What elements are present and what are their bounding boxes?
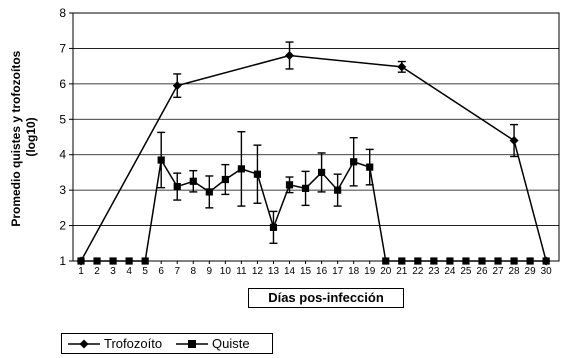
legend-label-trofozoito: Trofozoíto bbox=[104, 336, 163, 351]
point-square-2 bbox=[93, 257, 101, 265]
point-square-26 bbox=[478, 257, 486, 265]
y-tick-label-4: 4 bbox=[59, 148, 66, 162]
legend-entry-quiste: Quiste bbox=[176, 336, 250, 351]
y-axis: 1 2 3 4 5 6 7 8 bbox=[59, 6, 73, 268]
x-tick-label-13: 13 bbox=[268, 266, 280, 277]
x-tick-label-26: 26 bbox=[476, 266, 488, 277]
x-tick-label-21: 21 bbox=[396, 266, 408, 277]
x-tick-label-14: 14 bbox=[284, 266, 296, 277]
x-tick-label-3: 3 bbox=[110, 266, 116, 277]
point-square-4 bbox=[125, 257, 133, 265]
x-tick-label-18: 18 bbox=[348, 266, 360, 277]
point-square-7 bbox=[173, 183, 181, 191]
x-tick-label-28: 28 bbox=[509, 266, 521, 277]
x-axis-label: Días pos-infección bbox=[248, 288, 404, 308]
x-tick-label-11: 11 bbox=[236, 266, 247, 277]
x-tick-label-1: 1 bbox=[78, 266, 84, 277]
point-square-11 bbox=[237, 165, 245, 173]
point-square-10 bbox=[221, 175, 229, 184]
point-square-27 bbox=[494, 257, 502, 265]
y-tick-label-3: 3 bbox=[59, 183, 66, 197]
x-tick-label-10: 10 bbox=[220, 266, 232, 277]
y-tick-label-2: 2 bbox=[59, 219, 66, 233]
square-marker-icon bbox=[176, 339, 209, 348]
y-axis-label-line1: Promedio quistes y trofozoítos bbox=[9, 50, 23, 226]
point-square-13 bbox=[269, 223, 278, 231]
x-tick-label-19: 19 bbox=[364, 266, 376, 277]
point-square-12 bbox=[253, 170, 262, 178]
x-tick-label-30: 30 bbox=[541, 266, 553, 277]
x-tick-label-20: 20 bbox=[380, 266, 392, 277]
x-tick-label-2: 2 bbox=[94, 266, 100, 277]
point-square-14 bbox=[285, 181, 294, 189]
point-square-20 bbox=[382, 257, 390, 265]
point-square-21 bbox=[398, 257, 406, 265]
point-square-24 bbox=[446, 257, 454, 265]
plot-area bbox=[72, 12, 560, 262]
point-diamond-14 bbox=[285, 51, 295, 61]
x-tick-label-12: 12 bbox=[252, 266, 264, 277]
y-axis-label-line2: (log10) bbox=[24, 117, 38, 156]
point-square-6 bbox=[157, 156, 165, 164]
x-tick-label-9: 9 bbox=[207, 266, 213, 277]
x-tick-label-22: 22 bbox=[412, 266, 424, 277]
x-tick-label-8: 8 bbox=[190, 266, 196, 277]
x-tick-label-27: 27 bbox=[492, 266, 504, 277]
y-tick-label-5: 5 bbox=[59, 112, 66, 126]
point-square-19 bbox=[366, 163, 374, 171]
y-tick-label-6: 6 bbox=[59, 77, 66, 91]
series-line-0 bbox=[80, 54, 547, 262]
x-tick-label-5: 5 bbox=[142, 266, 148, 277]
legend-label-quiste: Quiste bbox=[212, 336, 250, 351]
diamond-marker-icon bbox=[68, 339, 100, 348]
point-square-22 bbox=[414, 257, 422, 265]
y-tick-label-8: 8 bbox=[59, 6, 66, 20]
point-square-15 bbox=[301, 184, 310, 192]
grid bbox=[73, 48, 559, 226]
point-square-17 bbox=[334, 186, 342, 194]
point-square-18 bbox=[350, 158, 358, 166]
x-tick-label-6: 6 bbox=[158, 266, 164, 277]
point-square-3 bbox=[109, 257, 117, 265]
markers bbox=[76, 51, 551, 266]
x-tick-label-23: 23 bbox=[428, 266, 440, 277]
x-tick-label-4: 4 bbox=[126, 266, 132, 277]
y-tick-label-7: 7 bbox=[59, 41, 66, 55]
point-square-5 bbox=[141, 257, 149, 265]
point-square-9 bbox=[205, 188, 213, 196]
x-tick-label-24: 24 bbox=[444, 266, 456, 277]
point-square-1 bbox=[77, 257, 85, 265]
point-square-28 bbox=[510, 257, 518, 265]
point-square-25 bbox=[462, 257, 470, 265]
point-square-30 bbox=[542, 257, 550, 265]
x-tick-label-7: 7 bbox=[174, 266, 180, 277]
y-tick-label-1: 1 bbox=[59, 254, 66, 268]
point-square-16 bbox=[317, 168, 326, 177]
x-tick-label-15: 15 bbox=[300, 266, 312, 277]
y-axis-label: Promedio quistes y trofozoítos (log10) bbox=[9, 47, 38, 226]
point-diamond-21 bbox=[397, 62, 407, 72]
x-tick-label-29: 29 bbox=[525, 266, 537, 277]
point-diamond-7 bbox=[172, 81, 182, 91]
x-tick-label-17: 17 bbox=[332, 266, 344, 277]
legend-entry-trofozoito: Trofozoíto bbox=[68, 336, 162, 351]
point-square-29 bbox=[526, 257, 534, 265]
point-diamond-28 bbox=[509, 136, 519, 146]
x-tick-label-16: 16 bbox=[316, 266, 328, 277]
point-square-8 bbox=[189, 177, 197, 185]
point-square-23 bbox=[430, 257, 438, 265]
x-tick-label-25: 25 bbox=[460, 266, 472, 277]
legend: Trofozoíto Quiste bbox=[61, 333, 273, 354]
